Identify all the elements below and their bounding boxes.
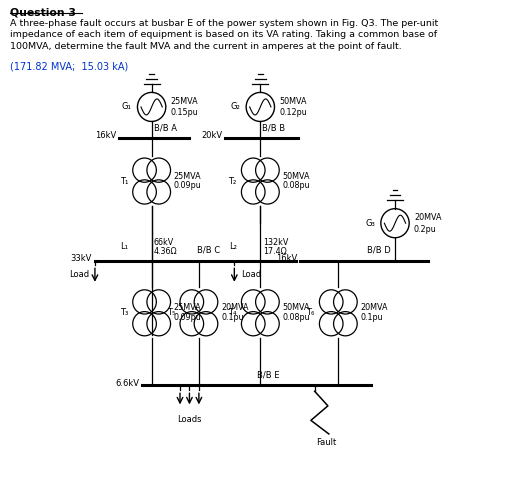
Text: G₃: G₃ bbox=[365, 219, 375, 228]
Text: 0.08pu: 0.08pu bbox=[283, 181, 310, 191]
Text: 50MVA: 50MVA bbox=[283, 303, 310, 313]
Text: B/B C: B/B C bbox=[196, 245, 219, 255]
Text: T₂: T₂ bbox=[228, 176, 237, 186]
Text: 0.1pu: 0.1pu bbox=[360, 313, 383, 322]
Text: T₁: T₁ bbox=[120, 176, 128, 186]
Text: 16kV: 16kV bbox=[276, 254, 297, 263]
Text: B/B E: B/B E bbox=[256, 370, 279, 380]
Text: 6.6kV: 6.6kV bbox=[115, 379, 139, 388]
Text: G₁: G₁ bbox=[122, 102, 132, 111]
Text: L₁: L₁ bbox=[120, 243, 128, 251]
Text: T₅: T₅ bbox=[167, 308, 175, 318]
Text: Load: Load bbox=[69, 270, 89, 279]
Text: T₃: T₃ bbox=[120, 308, 128, 318]
Text: T₄: T₄ bbox=[228, 308, 237, 318]
Text: 0.15pu: 0.15pu bbox=[171, 108, 198, 117]
Text: A three-phase fault occurs at busbar E of the power system shown in Fig. Q3. The: A three-phase fault occurs at busbar E o… bbox=[10, 19, 438, 50]
Text: B/B B: B/B B bbox=[262, 123, 285, 133]
Text: 16kV: 16kV bbox=[95, 131, 116, 141]
Text: 0.08pu: 0.08pu bbox=[283, 313, 310, 322]
Text: 25MVA: 25MVA bbox=[171, 97, 198, 106]
Text: B/B A: B/B A bbox=[154, 123, 177, 133]
Text: 50MVA: 50MVA bbox=[283, 172, 310, 181]
Text: 17.4Ω: 17.4Ω bbox=[263, 247, 286, 256]
Text: 50MVA: 50MVA bbox=[279, 97, 307, 106]
Text: Loads: Loads bbox=[177, 415, 201, 423]
Text: T₆: T₆ bbox=[306, 308, 315, 318]
Text: 132kV: 132kV bbox=[263, 238, 288, 246]
Text: 0.1pu: 0.1pu bbox=[221, 313, 244, 322]
Text: 0.2pu: 0.2pu bbox=[414, 224, 437, 234]
Text: 0.12pu: 0.12pu bbox=[279, 108, 307, 117]
Text: 20MVA: 20MVA bbox=[221, 303, 249, 313]
Text: Question 3: Question 3 bbox=[10, 8, 76, 18]
Text: 20kV: 20kV bbox=[201, 131, 223, 141]
Text: 25MVA: 25MVA bbox=[174, 303, 201, 313]
Text: 20MVA: 20MVA bbox=[414, 213, 442, 222]
Text: 20MVA: 20MVA bbox=[360, 303, 388, 313]
Text: B/B D: B/B D bbox=[366, 245, 391, 255]
Text: (171.82 MVA;  15.03 kA): (171.82 MVA; 15.03 kA) bbox=[10, 62, 128, 72]
Text: 33kV: 33kV bbox=[70, 254, 91, 263]
Text: 4.36Ω: 4.36Ω bbox=[154, 247, 178, 256]
Text: 0.09pu: 0.09pu bbox=[174, 313, 201, 322]
Text: 66kV: 66kV bbox=[154, 238, 174, 246]
Text: Load: Load bbox=[242, 270, 262, 279]
Text: 0.09pu: 0.09pu bbox=[174, 181, 201, 191]
Text: Fault: Fault bbox=[316, 438, 337, 447]
Text: 25MVA: 25MVA bbox=[174, 172, 201, 181]
Text: L₂: L₂ bbox=[229, 243, 237, 251]
Text: G₂: G₂ bbox=[231, 102, 241, 111]
